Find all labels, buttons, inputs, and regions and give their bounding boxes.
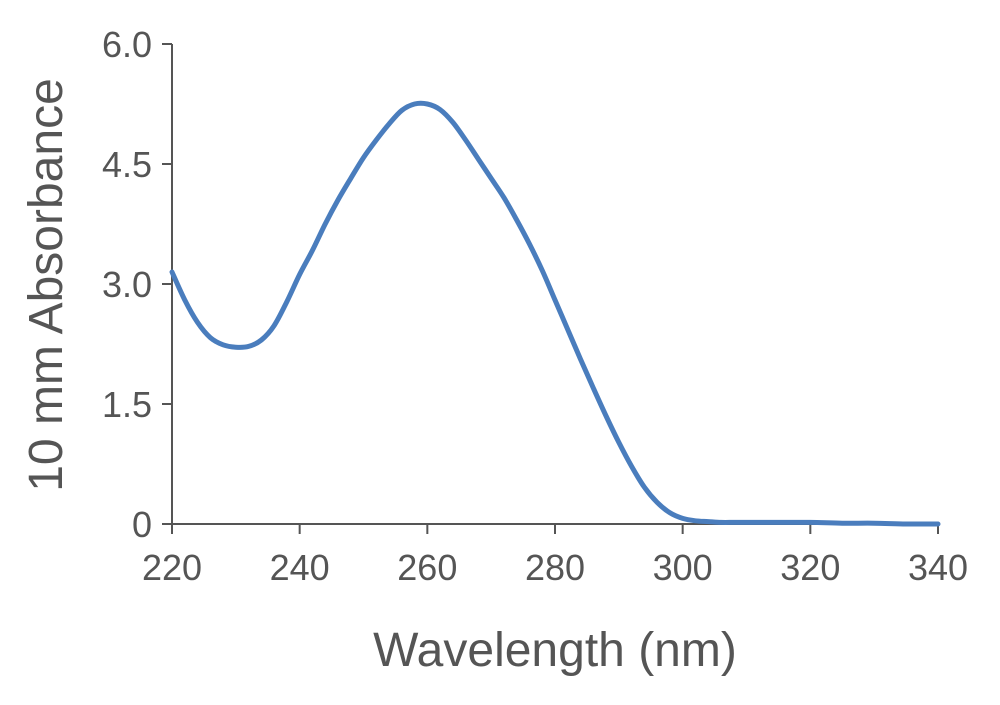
absorbance-series-line: [169, 100, 941, 527]
x-tick-label: 320: [780, 547, 840, 588]
x-tick-label: 240: [270, 547, 330, 588]
x-axis-label: Wavelength (nm): [373, 624, 737, 677]
y-tick-label: 3.0: [102, 264, 152, 305]
y-tick-label: 0: [132, 504, 152, 545]
x-tick-label: 220: [142, 547, 202, 588]
y-tick-label: 1.5: [102, 384, 152, 425]
x-tick-label: 280: [525, 547, 585, 588]
y-ticks: 0 1.5 3.0 4.5 6.0: [102, 24, 172, 545]
series-group: [169, 100, 941, 527]
x-tick-label: 300: [653, 547, 713, 588]
x-tick-label: 340: [908, 547, 968, 588]
y-axis-label: 10 mm Absorbance: [20, 78, 73, 492]
x-tick-label: 260: [397, 547, 457, 588]
x-ticks: 220 240 260 280 300 320 340: [142, 524, 968, 588]
y-tick-label: 6.0: [102, 24, 152, 65]
y-tick-label: 4.5: [102, 144, 152, 185]
